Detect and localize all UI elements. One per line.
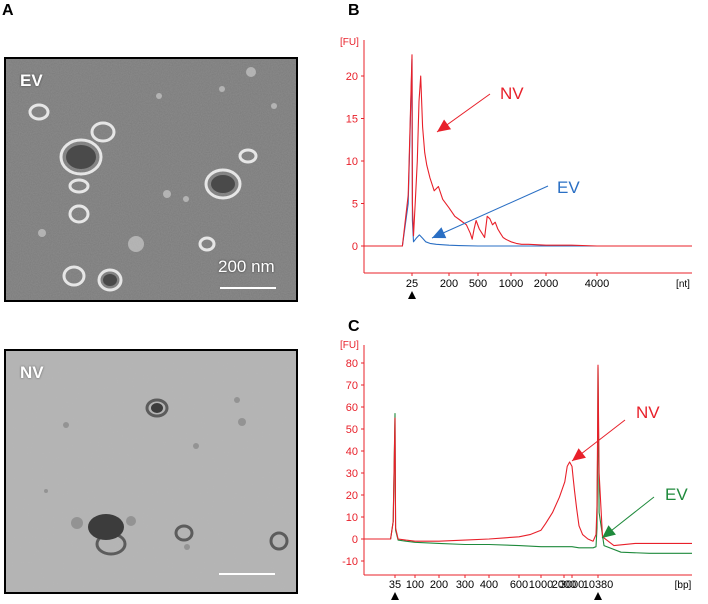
annotation-ev-c: EV bbox=[665, 485, 688, 504]
annotation-arrowhead-ev-b bbox=[432, 227, 447, 239]
x-tick-label-c: 1000 bbox=[529, 579, 553, 591]
x-tick-label-c: 600 bbox=[510, 579, 528, 591]
y-tick-label-c: 60 bbox=[346, 402, 358, 414]
x-axis-unit-c: [bp] bbox=[675, 580, 692, 591]
y-tick-label-c: 40 bbox=[346, 446, 358, 458]
x-tick-label-c: 300 bbox=[456, 579, 474, 591]
x-tick-label-b: 2000 bbox=[534, 278, 558, 290]
y-tick-label-c: 20 bbox=[346, 490, 358, 502]
y-tick-label-c: 80 bbox=[346, 358, 358, 370]
y-axis-label-b: [FU] bbox=[340, 37, 359, 48]
x-tick-label-c: 400 bbox=[480, 579, 498, 591]
micrograph-nv-label: NV bbox=[20, 363, 44, 382]
micrograph-ev-image bbox=[6, 59, 296, 300]
x-tick-label-c: 2000 bbox=[552, 579, 576, 591]
annotation-arrowhead-nv-c bbox=[572, 448, 586, 461]
series-line-nv-c bbox=[364, 364, 692, 547]
annotation-arrowhead-ev-c bbox=[602, 525, 616, 538]
y-tick-label-b: 0 bbox=[352, 241, 358, 253]
y-tick-label-c: 70 bbox=[346, 380, 358, 392]
x-tick-label-c: 100 bbox=[406, 579, 424, 591]
y-tick-label-b: 10 bbox=[346, 156, 358, 168]
x-axis-unit-b: [nt] bbox=[676, 279, 690, 290]
scale-bar-ev bbox=[220, 287, 276, 289]
scale-bar-text: 200 nm bbox=[218, 257, 275, 276]
panel-letter-c: C bbox=[348, 318, 360, 335]
micrograph-nv-image bbox=[6, 351, 296, 592]
y-tick-label-b: 15 bbox=[346, 114, 358, 126]
x-tick-label-b: 500 bbox=[469, 278, 487, 290]
x-tick-label-b: 200 bbox=[440, 278, 458, 290]
y-tick-label-b: 5 bbox=[352, 199, 358, 211]
micrograph-nv: NV bbox=[4, 349, 298, 594]
annotation-nv-b: NV bbox=[500, 84, 524, 103]
x-tick-label-c: 10380 bbox=[583, 579, 614, 591]
annotation-arrow-line-ev-b bbox=[431, 185, 549, 239]
x-tick-label-b: 25 bbox=[406, 278, 418, 290]
micrograph-ev-label: EV bbox=[20, 71, 43, 90]
y-axis-label-c: [FU] bbox=[340, 340, 359, 351]
marker-triangle-c bbox=[391, 592, 399, 600]
y-tick-label-c: 0 bbox=[352, 534, 358, 546]
x-tick-label-c: 3000 bbox=[560, 579, 584, 591]
x-tick-label-c: 35 bbox=[389, 579, 401, 591]
marker-triangle-c bbox=[594, 592, 602, 600]
annotation-ev-b: EV bbox=[557, 178, 580, 197]
panel-letter-a: A bbox=[2, 2, 14, 19]
marker-triangle-b bbox=[408, 291, 416, 299]
annotation-nv-c: NV bbox=[636, 403, 660, 422]
x-tick-label-b: 4000 bbox=[585, 278, 609, 290]
y-tick-label-c: -10 bbox=[342, 556, 358, 568]
x-tick-label-b: 1000 bbox=[499, 278, 523, 290]
y-tick-label-c: 10 bbox=[346, 512, 358, 524]
annotation-arrowhead-nv-b bbox=[437, 119, 452, 132]
micrograph-ev: EV 200 nm bbox=[4, 57, 298, 302]
y-tick-label-c: 30 bbox=[346, 468, 358, 480]
panel-letter-b: B bbox=[348, 2, 360, 19]
y-tick-label-b: 20 bbox=[346, 71, 358, 83]
series-line-nv-b bbox=[364, 54, 692, 247]
series-line-ev-c bbox=[364, 366, 692, 554]
y-tick-label-c: 50 bbox=[346, 424, 358, 436]
scale-bar-nv bbox=[219, 573, 275, 575]
x-tick-label-c: 200 bbox=[430, 579, 448, 591]
